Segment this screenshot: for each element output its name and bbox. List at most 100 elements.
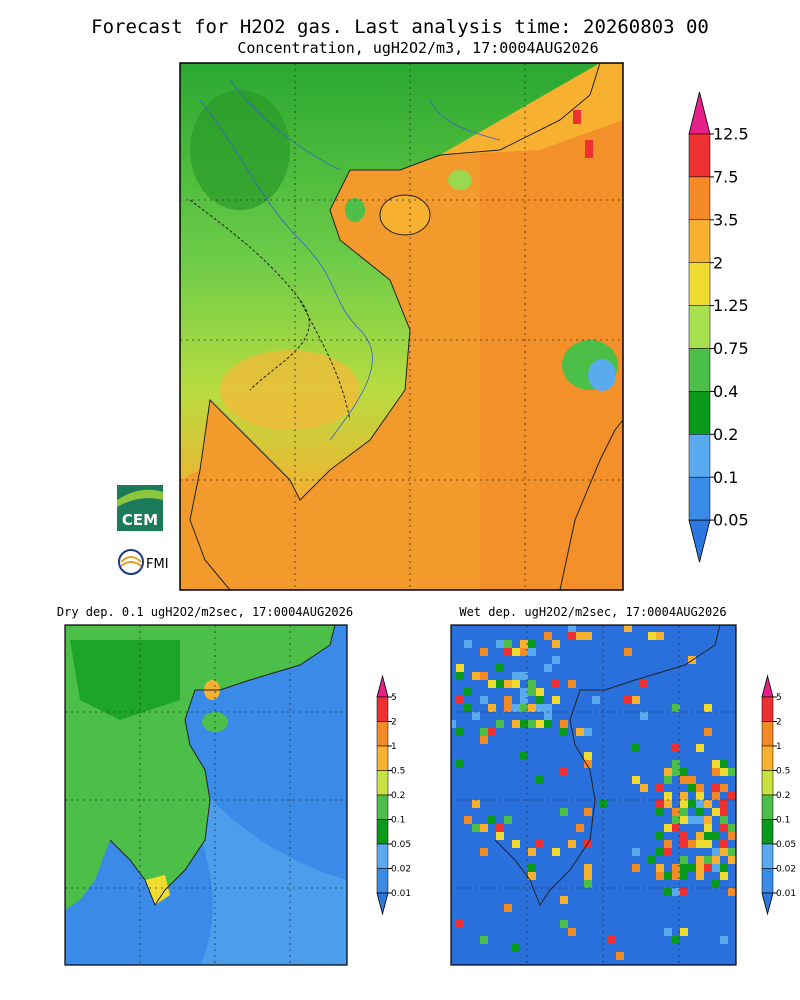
wet-cell	[456, 696, 464, 704]
colorbar-label: 0.05	[713, 511, 749, 530]
wet-cell	[520, 752, 528, 760]
colorbar-segment	[761, 794, 774, 820]
wet-map-title: Wet dep. ugH2O2/m2sec, 17:0004AUG2026	[459, 605, 726, 619]
wet-cell	[704, 864, 712, 872]
colorbar: 12.5 7.5 3.5 2 1.25 0.75 0.4 0.2 0.1 0.05	[688, 91, 749, 563]
wet-cell	[536, 704, 544, 712]
wet-cell	[704, 728, 712, 736]
wet-cell	[496, 664, 504, 672]
wet-cell	[656, 864, 664, 872]
colorbar-segment	[376, 868, 389, 894]
wet-cell	[720, 800, 728, 808]
colorbar-segment	[376, 745, 389, 771]
wet-cell	[544, 632, 552, 640]
colorbar-segment	[376, 696, 389, 722]
page-subtitle: Concentration, ugH2O2/m3, 17:0004AUG2026	[237, 39, 598, 57]
colorbar-segment	[688, 176, 711, 221]
wet-cell	[680, 816, 688, 824]
wet-cell	[568, 680, 576, 688]
colorbar-segment	[761, 721, 774, 747]
wet-cell	[560, 768, 568, 776]
wet-cell	[464, 688, 472, 696]
wet-cell	[544, 712, 552, 720]
wet-cell	[664, 872, 672, 880]
colorbar-label: 0.02	[776, 865, 796, 875]
wet-cell	[512, 672, 520, 680]
wet-cell	[704, 800, 712, 808]
wet-cell	[624, 648, 632, 656]
wet-cell	[456, 760, 464, 768]
wet-cell	[584, 632, 592, 640]
wet-cell	[680, 768, 688, 776]
colorbar-segment	[761, 696, 774, 722]
wet-cell	[720, 808, 728, 816]
wet-cell	[528, 648, 536, 656]
wet-cell	[488, 816, 496, 824]
dry-map-title: Dry dep. 0.1 ugH2O2/m2sec, 17:0004AUG202…	[57, 605, 353, 619]
colorbar-segment	[761, 770, 774, 796]
wet-cell	[680, 928, 688, 936]
colorbar-segment	[688, 348, 711, 392]
wet-cell	[568, 625, 576, 632]
wet-cell	[512, 840, 520, 848]
wet-cell	[584, 808, 592, 816]
wet-cell	[552, 680, 560, 688]
colorbar-label: 0.01	[776, 889, 796, 899]
wet-cell	[544, 720, 552, 728]
wet-cell	[656, 808, 664, 816]
wet-cell	[696, 808, 704, 816]
colorbar-segment	[688, 219, 711, 263]
wet-cell	[696, 744, 704, 752]
wet-cell	[592, 696, 600, 704]
wet-cell	[624, 696, 632, 704]
wet-cell	[536, 696, 544, 704]
wet-cell	[464, 640, 472, 648]
wet-cell	[632, 696, 640, 704]
colorbar-tip	[376, 892, 389, 916]
wet-cell	[608, 936, 616, 944]
wet-cell	[584, 760, 592, 768]
colorbar-label: 0.02	[391, 865, 411, 875]
fmi-logo: FMI	[118, 549, 169, 575]
wet-cell	[496, 824, 504, 832]
cem-logo-text: CEM	[122, 511, 158, 529]
wet-cell	[576, 824, 584, 832]
wet-cell	[504, 816, 512, 824]
colorbar-label: 0.5	[776, 767, 790, 777]
wet-cell	[672, 768, 680, 776]
wet-cell	[664, 840, 672, 848]
wet-cell	[704, 832, 712, 840]
wet-cell	[664, 888, 672, 896]
wet-cell	[632, 864, 640, 872]
wet-cell	[480, 696, 488, 704]
colorbar-label: 0.75	[713, 339, 749, 358]
wet-cell	[464, 816, 472, 824]
wet-cell	[680, 840, 688, 848]
colorbar-label: 0.4	[713, 382, 738, 401]
wet-cell	[528, 704, 536, 712]
wet-cell	[728, 856, 736, 864]
colorbar-segment	[761, 843, 774, 869]
wet-cell	[568, 928, 576, 936]
wet-cell	[451, 720, 456, 728]
wet-cell	[472, 672, 480, 680]
colorbar-segment	[688, 262, 711, 306]
colorbar-label: 2	[391, 718, 397, 728]
wet-cell	[720, 872, 728, 880]
wet-cell	[672, 888, 680, 896]
wet-cell	[504, 648, 512, 656]
colorbar-label: 7.5	[713, 168, 738, 187]
wet-cell	[560, 896, 568, 904]
wet-cell	[680, 800, 688, 808]
wet-cell	[480, 736, 488, 744]
wet-cell	[632, 776, 640, 784]
wet-cell	[680, 792, 688, 800]
wet-cell	[536, 840, 544, 848]
colorbar-segment	[688, 133, 711, 178]
wet-cell	[696, 784, 704, 792]
wet-cell	[456, 920, 464, 928]
wet-cell	[520, 688, 528, 696]
colorbar-segment	[761, 819, 774, 845]
colorbar-label: 0.1	[713, 468, 738, 487]
